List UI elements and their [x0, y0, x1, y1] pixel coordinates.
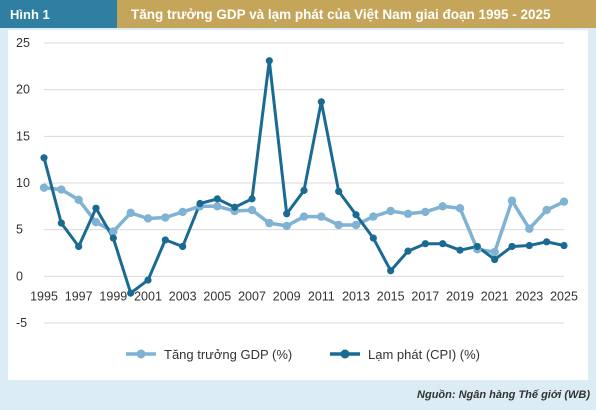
x-tick-label: 2013: [342, 289, 370, 303]
x-tick-label: 2019: [446, 289, 474, 303]
data-point: [525, 224, 534, 233]
data-point: [161, 213, 170, 222]
gridlines: [44, 42, 564, 324]
data-point: [473, 242, 481, 251]
data-point: [196, 199, 204, 208]
series-lines: [42, 59, 565, 295]
legend-marker: [136, 349, 146, 359]
data-point: [403, 209, 413, 218]
x-tick-label: 2015: [377, 289, 405, 303]
legend-marker: [340, 349, 350, 359]
data-point: [127, 289, 135, 297]
y-tick-label: 15: [16, 129, 30, 143]
data-point: [247, 205, 257, 215]
x-tick-label: 2003: [169, 289, 197, 303]
legend-label: Tăng trưởng GDP (%): [164, 347, 292, 362]
data-point: [178, 207, 187, 217]
figure-label: Hình 1: [0, 0, 117, 28]
x-tick-label: 2005: [203, 289, 231, 303]
data-point: [74, 195, 83, 204]
data-point: [508, 242, 516, 251]
data-point: [352, 211, 360, 219]
x-tick-label: 2007: [238, 289, 266, 303]
x-axis-ticks: 1995 1997 1999 2001 2003 2005 2007 2009 2011 2013…: [30, 289, 578, 303]
data-point: [265, 218, 274, 228]
data-point: [438, 202, 447, 211]
data-point: [213, 195, 221, 203]
data-point: [179, 242, 187, 251]
y-axis-ticks: 25 20 15 10 5 0 -5: [16, 36, 30, 330]
data-point: [490, 247, 499, 257]
source-note: Nguồn: Ngân hàng Thế giới (WB): [417, 389, 590, 401]
x-tick-label: 2023: [515, 289, 543, 303]
data-point: [559, 197, 569, 206]
data-point: [335, 187, 343, 195]
y-tick-label: -5: [16, 316, 27, 330]
data-point: [144, 276, 152, 284]
chart-header: Hình 1 Tăng trưởng GDP và lạm phát của V…: [0, 0, 596, 28]
x-tick-label: 2009: [273, 289, 301, 303]
data-point: [421, 207, 430, 217]
x-tick-label: 2021: [481, 289, 509, 303]
data-point: [161, 236, 169, 244]
data-point: [317, 98, 325, 106]
data-point: [248, 195, 256, 203]
y-tick-label: 5: [16, 223, 23, 237]
y-tick-label: 0: [16, 269, 23, 283]
x-tick-label: 1995: [30, 289, 58, 303]
legend-label: Lạm phát (CPI) (%): [368, 347, 480, 362]
data-point: [109, 227, 118, 236]
data-point: [369, 212, 378, 221]
data-point: [542, 205, 551, 215]
data-point: [507, 196, 517, 205]
data-point: [213, 202, 222, 211]
x-tick-label: 1999: [99, 289, 127, 303]
data-point: [109, 234, 117, 242]
data-point: [92, 204, 100, 212]
data-point: [265, 57, 273, 65]
data-point: [543, 238, 551, 246]
data-point: [439, 240, 447, 248]
data-point: [75, 242, 83, 251]
x-tick-label: 2017: [411, 289, 439, 303]
data-point: [283, 210, 291, 218]
data-point: [404, 247, 412, 255]
data-point: [351, 220, 361, 230]
data-point: [560, 241, 568, 250]
x-tick-label: 2025: [550, 289, 578, 303]
data-point: [91, 218, 101, 227]
data-point: [40, 154, 48, 162]
x-tick-label: 2001: [134, 289, 162, 303]
data-point: [143, 214, 153, 223]
y-tick-label: 25: [16, 36, 30, 50]
data-point: [334, 220, 343, 230]
data-point: [231, 203, 239, 211]
data-point: [282, 221, 291, 231]
data-point: [387, 267, 395, 275]
data-point: [317, 212, 326, 221]
data-point: [525, 241, 533, 250]
y-tick-label: 20: [16, 83, 30, 97]
x-tick-label: 1997: [65, 289, 93, 303]
chart-area: 25 20 15 10 5 0 -5 1995 1997 1999 2001 2003 2005 200…: [8, 30, 588, 380]
data-point: [491, 255, 499, 264]
legend: Tăng trưởng GDP (%) Lạm phát (CPI) (%): [126, 347, 480, 362]
series-line-2: [42, 59, 565, 295]
data-point: [386, 206, 395, 216]
data-point: [455, 204, 465, 213]
data-point: [369, 234, 377, 242]
data-point: [57, 185, 66, 194]
series-points: [39, 57, 569, 297]
y-tick-label: 10: [16, 176, 30, 190]
data-point: [300, 186, 308, 195]
data-point: [421, 240, 429, 248]
x-tick-label: 2011: [308, 289, 335, 303]
data-point: [456, 246, 464, 254]
data-point: [57, 219, 65, 227]
chart-title: Tăng trưởng GDP và lạm phát của Việt Nam…: [117, 0, 596, 28]
data-point: [126, 208, 135, 218]
data-point: [299, 212, 309, 221]
data-point: [39, 183, 49, 192]
